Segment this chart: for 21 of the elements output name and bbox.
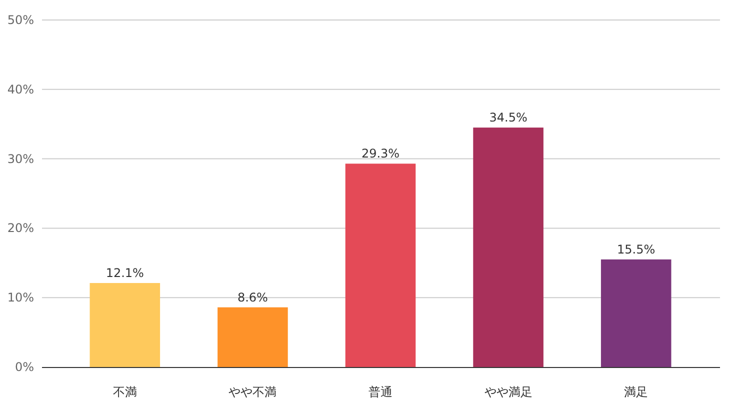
y-tick-label: 30% xyxy=(7,152,34,166)
data-label: 29.3% xyxy=(361,146,400,161)
y-tick-label: 50% xyxy=(7,13,34,27)
x-tick-label: やや満足 xyxy=(484,385,532,399)
data-label: 15.5% xyxy=(617,242,656,256)
x-tick-label: 満足 xyxy=(624,385,648,399)
bar xyxy=(90,283,160,367)
bar xyxy=(218,307,288,367)
x-tick-label: やや不満 xyxy=(228,385,277,399)
y-tick-label: 20% xyxy=(7,221,34,236)
data-label: 34.5% xyxy=(489,110,528,125)
y-tick-label: 0% xyxy=(14,360,34,374)
data-label: 12.1% xyxy=(106,266,144,280)
data-label: 8.6% xyxy=(237,290,268,304)
y-tick-label: 10% xyxy=(7,290,34,305)
bar xyxy=(345,164,416,367)
x-tick-label: 普通 xyxy=(368,385,392,399)
y-tick-label: 40% xyxy=(7,82,34,96)
bar xyxy=(600,259,672,367)
bar xyxy=(473,128,544,367)
x-tick-label: 不満 xyxy=(112,385,137,399)
